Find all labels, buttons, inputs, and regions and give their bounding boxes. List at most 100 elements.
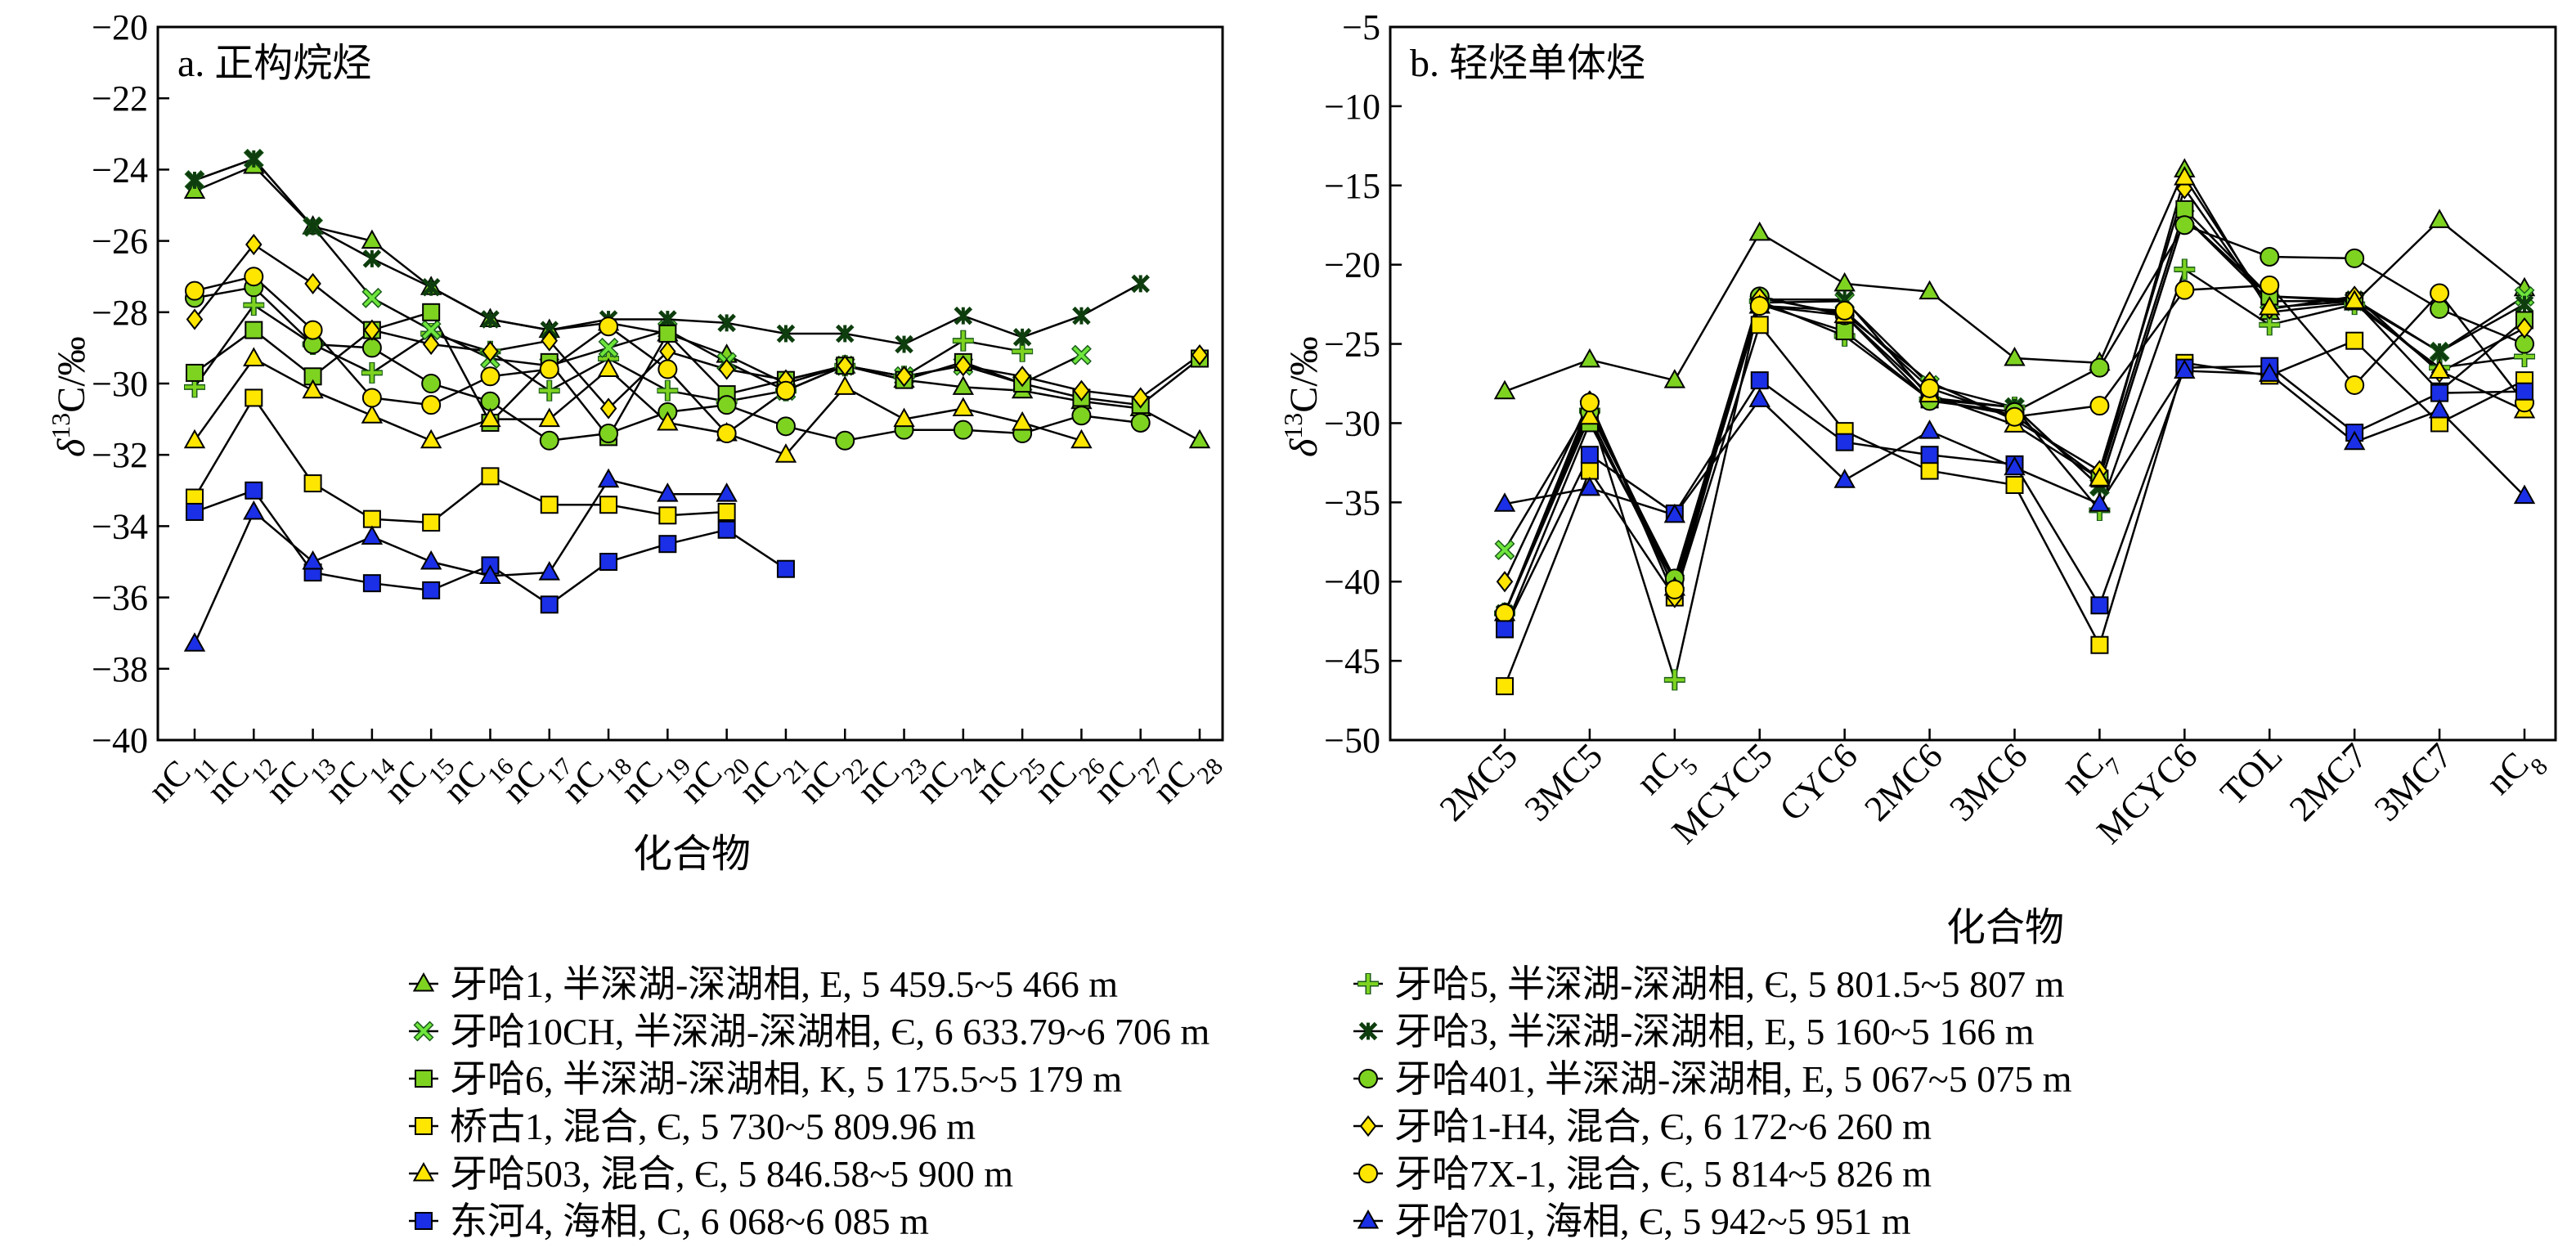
panel-a-plot-frame <box>156 25 1224 742</box>
pa-data-point <box>953 420 973 440</box>
pa-data-point <box>420 550 442 570</box>
pb-y-tick-label: −35 <box>1324 482 1380 523</box>
pa-data-point <box>717 313 736 333</box>
pa-data-point <box>185 171 204 190</box>
pb-data-point <box>2260 246 2280 267</box>
pb-data-point <box>2430 384 2449 402</box>
pb-data-point <box>2005 476 2024 495</box>
pb-data-point <box>1835 433 1854 451</box>
pb-y-tick-label: −25 <box>1324 325 1380 365</box>
pa-data-point <box>361 388 382 408</box>
pb-data-point <box>2343 289 2366 309</box>
pa-data-point <box>539 359 559 379</box>
pa-data-point <box>361 287 383 308</box>
panel-b-y-tick-labels: −5 −10 −15 −20 −25 −30 −35 −40 −45 −50 <box>1324 7 1380 761</box>
pa-data-point <box>245 321 263 339</box>
legend-item: 桥古1, 混合, Є, 5 730~5 809.96 m <box>409 1106 976 1147</box>
pa-y-tick-label: −22 <box>92 79 148 119</box>
pb-data-point <box>2089 492 2111 512</box>
pa-y-tick-label: −20 <box>92 7 148 47</box>
legend: 牙哈1, 半深湖-深湖相, E, 5 459.5~5 466 m 牙哈10CH, … <box>409 963 2072 1242</box>
pa-data-point <box>1071 406 1092 426</box>
pa-series-line <box>193 357 1082 456</box>
pa-y-tick-label: −26 <box>92 222 148 262</box>
pa-data-point <box>598 337 619 358</box>
pa-data-point <box>421 278 441 297</box>
pb-data-point <box>1496 571 1514 593</box>
pb-data-point <box>1920 446 1939 464</box>
pb-data-point <box>2345 248 2365 268</box>
pb-data-point <box>2515 317 2533 339</box>
pa-data-point <box>186 363 204 382</box>
pa-data-point <box>895 366 913 388</box>
pa-data-point <box>717 502 736 521</box>
pa-data-point <box>954 306 973 325</box>
pa-data-point <box>717 520 736 539</box>
panel-b-series-markers <box>1493 158 2536 696</box>
pa-data-point <box>480 366 500 387</box>
pa-data-point <box>658 535 677 554</box>
pa-y-tick-label: −36 <box>92 578 148 618</box>
pa-data-point <box>422 581 441 599</box>
pa-y-tick-label: −32 <box>92 435 148 475</box>
legend-item: 牙哈10CH, 半深湖-深湖相, Є, 6 633.79~6 706 m <box>409 1011 1209 1052</box>
pb-data-point <box>1493 492 1516 512</box>
pa-y-tick-label: −38 <box>92 649 148 689</box>
pb-data-point <box>2260 275 2280 295</box>
legend-item: 东河4, 海相, C, 6 068~6 085 m <box>409 1200 929 1242</box>
pa-data-point <box>302 550 324 570</box>
legend-marker <box>415 1212 433 1230</box>
panel-b-y-axis-title-delta: δ <box>1282 438 1326 457</box>
pa-data-point <box>481 467 500 486</box>
pa-data-point <box>1012 328 1032 347</box>
panel-a-series-markers <box>183 148 1211 652</box>
pa-data-point <box>718 358 735 380</box>
pa-data-point <box>658 324 677 343</box>
pb-data-point <box>1750 316 1769 334</box>
panel-a-y-axis-title: δ13C/‰ <box>46 336 93 457</box>
panel-b-y-axis-title: δ13C/‰ <box>1278 336 1326 457</box>
pb-data-point <box>2430 342 2449 361</box>
pa-data-point <box>540 496 559 514</box>
pa-data-point <box>952 397 975 417</box>
pa-data-point <box>183 179 206 200</box>
panel-a-y-tick-labels: −20 −22 −24 −26 −28 −30 −32 −34 −36 −38 −40 <box>92 7 148 761</box>
pa-data-point <box>361 525 384 545</box>
pa-data-point <box>1191 343 1209 366</box>
pa-y-tick-label: −28 <box>92 293 148 333</box>
pa-data-point <box>538 407 560 428</box>
pa-data-point <box>422 514 441 532</box>
pa-data-point <box>776 559 795 578</box>
pa-y-tick-label: −34 <box>92 506 148 546</box>
pb-y-tick-label: −15 <box>1324 166 1380 206</box>
pb-y-tick-label: −30 <box>1324 403 1380 443</box>
pb-data-point <box>1919 280 1941 300</box>
pa-data-point <box>185 280 204 301</box>
pa-data-point <box>1070 429 1093 449</box>
pa-series-line <box>194 164 1200 442</box>
pa-data-point <box>480 391 500 411</box>
pb-data-point <box>2428 398 2451 419</box>
pb-data-point <box>1748 388 1770 407</box>
pb-data-point <box>1835 322 1854 341</box>
pb-y-tick-label: −10 <box>1324 87 1380 127</box>
legend-label: 牙哈5, 半深湖-深湖相, Є, 5 801.5~5 807 m <box>1394 963 2065 1005</box>
pb-data-point-b2 <box>1496 541 1514 559</box>
pa-data-point <box>716 395 737 415</box>
legend-marker <box>415 1070 433 1088</box>
pa-data-point <box>481 310 500 329</box>
pb-data-point <box>1580 446 1599 464</box>
legend-marker <box>412 1161 435 1182</box>
panel-a-chart: a. 正构烷烃 −20 −22 −24 −26 −28 −30 −32 −34 −36 −38 −4… <box>46 7 1228 876</box>
pa-data-point <box>1072 306 1091 325</box>
pa-data-point <box>540 595 559 614</box>
pb-data-point <box>1833 469 1856 488</box>
pa-data-point <box>1130 412 1151 433</box>
legend-marker <box>1359 1115 1377 1138</box>
pb-data-point <box>1748 221 1770 241</box>
pb-data-point <box>1920 461 1939 480</box>
pa-data-point <box>245 233 263 256</box>
legend-item: 牙哈503, 混合, Є, 5 846.58~5 900 m <box>409 1153 1013 1195</box>
pb-data-point <box>2345 375 2365 395</box>
legend-label: 牙哈1, 半深湖-深湖相, E, 5 459.5~5 466 m <box>450 963 1118 1005</box>
